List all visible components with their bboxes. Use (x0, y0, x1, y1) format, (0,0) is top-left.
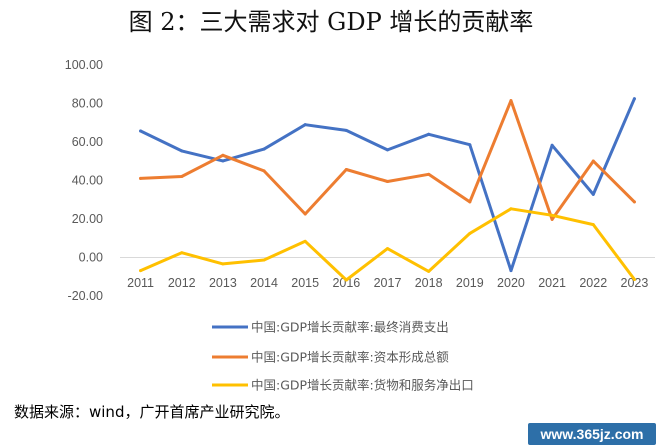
x-axis-tick-labels: 2011 2012 2013 2014 2015 2016 2017 2018 2019 2020… (127, 276, 648, 290)
x-tick-label: 2023 (621, 276, 649, 290)
x-tick-label: 2017 (374, 276, 402, 290)
watermark: www.365jz.com (528, 423, 656, 445)
data-point (344, 128, 348, 132)
data-point (386, 179, 389, 183)
x-tick-label: 2022 (579, 276, 607, 290)
source-note: 数据来源：wind，广开首席产业研究院。 (14, 403, 290, 421)
data-point (591, 223, 595, 227)
y-tick-label: -20.00 (68, 289, 103, 303)
x-tick-label: 2020 (497, 276, 525, 290)
data-point (262, 258, 266, 262)
data-point (632, 277, 636, 281)
data-point (509, 99, 513, 103)
data-point (427, 132, 431, 136)
data-point (344, 278, 348, 282)
chart-title: 图 2：三大需求对 GDP 增长的贡献率 (128, 8, 534, 36)
data-point (386, 247, 389, 251)
x-tick-label: 2012 (168, 276, 196, 290)
data-point (509, 269, 513, 273)
y-tick-label: 80.00 (72, 97, 103, 111)
data-point (632, 200, 636, 204)
y-tick-label: 60.00 (72, 135, 103, 149)
x-tick-label: 2013 (209, 276, 237, 290)
data-point (180, 174, 184, 178)
x-tick-label: 2014 (250, 276, 278, 290)
data-point (221, 159, 225, 163)
y-tick-label: 0.00 (79, 251, 103, 265)
data-point (303, 123, 307, 127)
data-point (632, 97, 636, 101)
data-point (591, 192, 595, 196)
data-point (509, 207, 513, 211)
data-point (468, 231, 472, 235)
data-point (180, 149, 184, 153)
x-tick-label: 2015 (291, 276, 319, 290)
data-point (262, 169, 266, 173)
data-point (139, 176, 143, 180)
y-tick-label: 100.00 (65, 58, 103, 72)
x-tick-label: 2016 (332, 276, 360, 290)
series-line-1 (139, 97, 636, 273)
data-point (427, 269, 431, 273)
legend-label: 中国:GDP增长贡献率:货物和服务净出口 (251, 378, 474, 393)
data-point (550, 217, 554, 221)
data-point (386, 148, 389, 152)
y-axis-tick-labels: 100.00 80.00 60.00 40.00 20.00 0.00 -20.00 (65, 58, 103, 303)
legend: 中国:GDP增长贡献率:最终消费支出中国:GDP增长贡献率:资本形成总额中国:G… (212, 320, 474, 393)
data-point (221, 262, 225, 266)
data-point (221, 153, 225, 157)
data-point (262, 147, 266, 151)
data-point (468, 200, 472, 204)
x-tick-label: 2011 (127, 276, 154, 290)
series-lines (139, 97, 636, 282)
series-line-3 (139, 207, 636, 282)
data-point (303, 239, 307, 243)
data-point (303, 212, 307, 216)
data-point (591, 159, 595, 163)
series-line-2 (139, 99, 636, 221)
legend-label: 中国:GDP增长贡献率:资本形成总额 (251, 350, 449, 365)
data-point (180, 251, 184, 255)
data-point (427, 172, 431, 176)
x-tick-label: 2019 (456, 276, 484, 290)
data-point (550, 213, 554, 217)
legend-label: 中国:GDP增长贡献率:最终消费支出 (251, 320, 449, 335)
data-point (344, 168, 348, 172)
data-point (139, 269, 143, 273)
x-tick-label: 2021 (538, 276, 566, 290)
data-point (550, 143, 554, 147)
y-tick-label: 40.00 (72, 174, 103, 188)
y-tick-label: 20.00 (72, 212, 103, 226)
data-point (468, 143, 472, 147)
x-tick-label: 2018 (415, 276, 443, 290)
data-point (139, 129, 143, 133)
